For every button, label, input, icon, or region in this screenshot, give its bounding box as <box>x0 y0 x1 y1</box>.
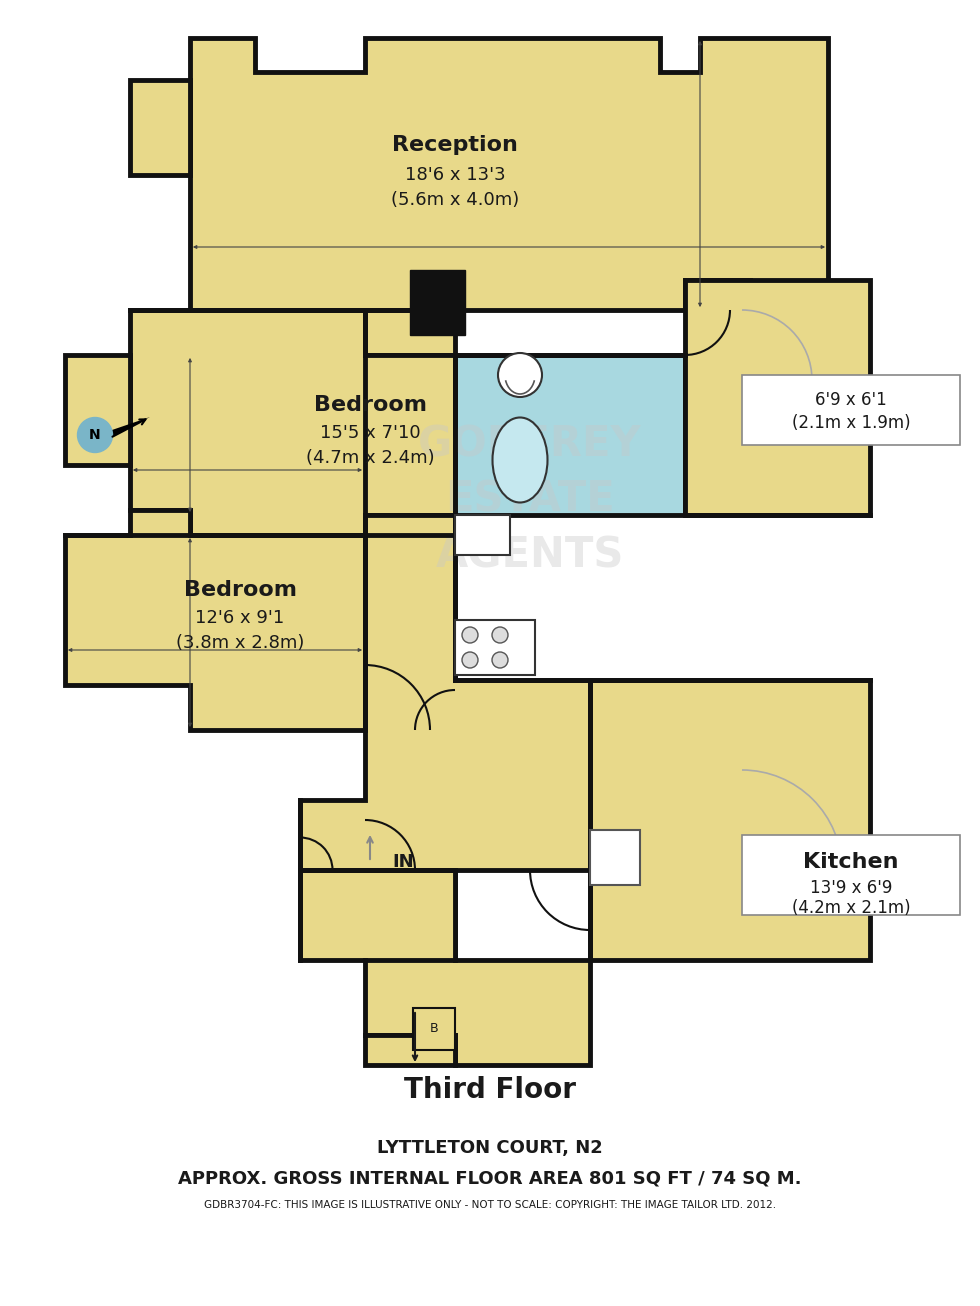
Text: Bedroom: Bedroom <box>183 580 297 599</box>
Circle shape <box>462 627 478 643</box>
Text: 15'5 x 7'10: 15'5 x 7'10 <box>319 424 420 441</box>
Polygon shape <box>300 515 590 960</box>
Polygon shape <box>65 355 130 465</box>
Text: (4.7m x 2.4m): (4.7m x 2.4m) <box>306 449 434 468</box>
Text: (5.6m x 4.0m): (5.6m x 4.0m) <box>391 191 519 209</box>
Circle shape <box>498 353 542 397</box>
Bar <box>742 835 960 916</box>
Polygon shape <box>300 870 590 1064</box>
Text: APPROX. GROSS INTERNAL FLOOR AREA 801 SQ FT / 74 SQ M.: APPROX. GROSS INTERNAL FLOOR AREA 801 SQ… <box>178 1169 802 1187</box>
Text: 6'9 x 6'1: 6'9 x 6'1 <box>815 390 887 409</box>
Polygon shape <box>455 355 685 515</box>
Text: LYTTLETON COURT, N2: LYTTLETON COURT, N2 <box>377 1139 603 1157</box>
Text: (4.2m x 2.1m): (4.2m x 2.1m) <box>792 899 910 917</box>
Text: Reception: Reception <box>392 135 518 155</box>
Bar <box>590 831 640 885</box>
Text: N: N <box>89 428 101 441</box>
Polygon shape <box>110 417 150 438</box>
Text: GODFREY
ESTATE
AGENTS: GODFREY ESTATE AGENTS <box>418 424 642 576</box>
Ellipse shape <box>493 418 548 503</box>
Circle shape <box>492 652 508 667</box>
Polygon shape <box>685 279 870 515</box>
Text: Third Floor: Third Floor <box>404 1076 576 1104</box>
Polygon shape <box>130 80 190 175</box>
Polygon shape <box>590 680 870 960</box>
Polygon shape <box>65 511 455 730</box>
Text: B: B <box>429 1023 438 1036</box>
Text: 12'6 x 9'1: 12'6 x 9'1 <box>195 609 284 627</box>
Text: Kitchen: Kitchen <box>804 852 899 872</box>
Ellipse shape <box>77 418 113 452</box>
Circle shape <box>492 627 508 643</box>
Polygon shape <box>190 38 828 355</box>
Bar <box>413 1008 455 1050</box>
Bar <box>455 515 510 555</box>
Text: (2.1m x 1.9m): (2.1m x 1.9m) <box>792 414 910 432</box>
Circle shape <box>462 652 478 667</box>
Text: 18'6 x 13'3: 18'6 x 13'3 <box>405 166 506 184</box>
Polygon shape <box>365 1034 455 1064</box>
Bar <box>742 375 960 445</box>
Polygon shape <box>130 310 455 535</box>
Text: IN: IN <box>392 853 414 871</box>
Text: Bedroom: Bedroom <box>314 394 426 415</box>
Text: (3.8m x 2.8m): (3.8m x 2.8m) <box>175 633 304 652</box>
Text: GDBR3704-FC: THIS IMAGE IS ILLUSTRATIVE ONLY - NOT TO SCALE: COPYRIGHT: THE IMAG: GDBR3704-FC: THIS IMAGE IS ILLUSTRATIVE … <box>204 1200 776 1209</box>
Bar <box>455 620 535 675</box>
Bar <box>410 270 465 336</box>
Text: 13'9 x 6'9: 13'9 x 6'9 <box>809 879 892 897</box>
